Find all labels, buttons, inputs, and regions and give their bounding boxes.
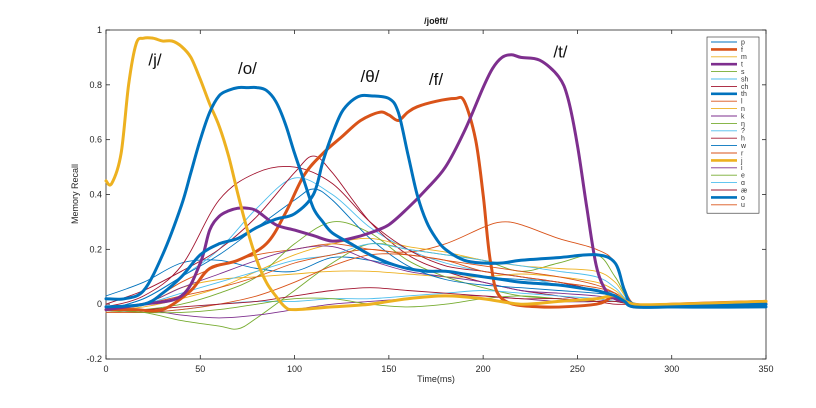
series-line-3: [104, 53, 768, 312]
series-line-16: [104, 36, 768, 312]
x-tick-label: 200: [476, 364, 491, 374]
y-axis-label: Memory Recall: [70, 164, 80, 224]
series-line-21: [104, 85, 768, 309]
phoneme-annotation: /t/: [553, 42, 567, 61]
legend-box: [706, 36, 760, 214]
legend-label: t: [741, 62, 743, 69]
legend-label: r: [741, 150, 744, 157]
x-tick-label: 50: [195, 364, 205, 374]
legend-label: j: [740, 158, 743, 165]
legend-label: w: [740, 143, 747, 150]
y-tick-label: 0.2: [89, 244, 102, 254]
phoneme-annotation: /θ/: [361, 67, 380, 86]
chart-title: /joθft/: [424, 16, 448, 26]
legend-label: i: [741, 165, 743, 172]
x-tick-label: 0: [103, 364, 108, 374]
phoneme-annotation: /o/: [238, 59, 257, 78]
legend-label: ŋ: [741, 121, 745, 128]
legend-label: l: [741, 99, 743, 106]
legend-label: ɑ: [741, 180, 745, 187]
legend-label: m: [741, 54, 747, 61]
legend-label: n: [741, 106, 745, 113]
annotation-layer: /j/ /o/ /θ/ /f/ /t/: [148, 42, 567, 88]
y-tick-label: 1: [97, 25, 102, 35]
legend-label: ?: [741, 128, 745, 135]
y-tick-label: -0.2: [86, 354, 102, 364]
legend-label: e: [741, 173, 745, 180]
y-tick-label: 0.6: [89, 135, 102, 145]
phoneme-annotation: /f/: [429, 70, 443, 89]
legend-label: ch: [741, 84, 749, 91]
ticks-layer: 0 50 100 150 200 250 300 350-0.200.20.40.60.81: [86, 25, 773, 374]
series-line-7: [104, 93, 768, 309]
x-tick-label: 350: [758, 364, 773, 374]
y-tick-label: 0: [97, 299, 102, 309]
legend-label: sh: [741, 76, 749, 83]
y-tick-label: 0.4: [89, 190, 102, 200]
phoneme-annotation: /j/: [148, 51, 162, 70]
series-line-1: [104, 95, 768, 313]
legend-label: o: [741, 195, 745, 202]
x-axis-label: Time(ms): [417, 374, 455, 384]
legend-label: æ: [741, 187, 747, 194]
x-tick-label: 250: [570, 364, 585, 374]
legend-label: f: [741, 47, 743, 54]
legend-label: k: [741, 113, 745, 120]
y-tick-label: 0.8: [89, 80, 102, 90]
legend-label: h: [741, 136, 745, 143]
series-line-19: [105, 243, 767, 311]
series-layer: [104, 36, 768, 330]
legend-label: u: [741, 202, 745, 209]
legend-label: p: [741, 39, 745, 46]
x-tick-label: 300: [664, 364, 679, 374]
series-line-20: [105, 287, 767, 311]
x-tick-label: 150: [381, 364, 396, 374]
legend-label: th: [741, 91, 747, 98]
legend-label: s: [741, 69, 745, 76]
x-tick-label: 100: [287, 364, 302, 374]
